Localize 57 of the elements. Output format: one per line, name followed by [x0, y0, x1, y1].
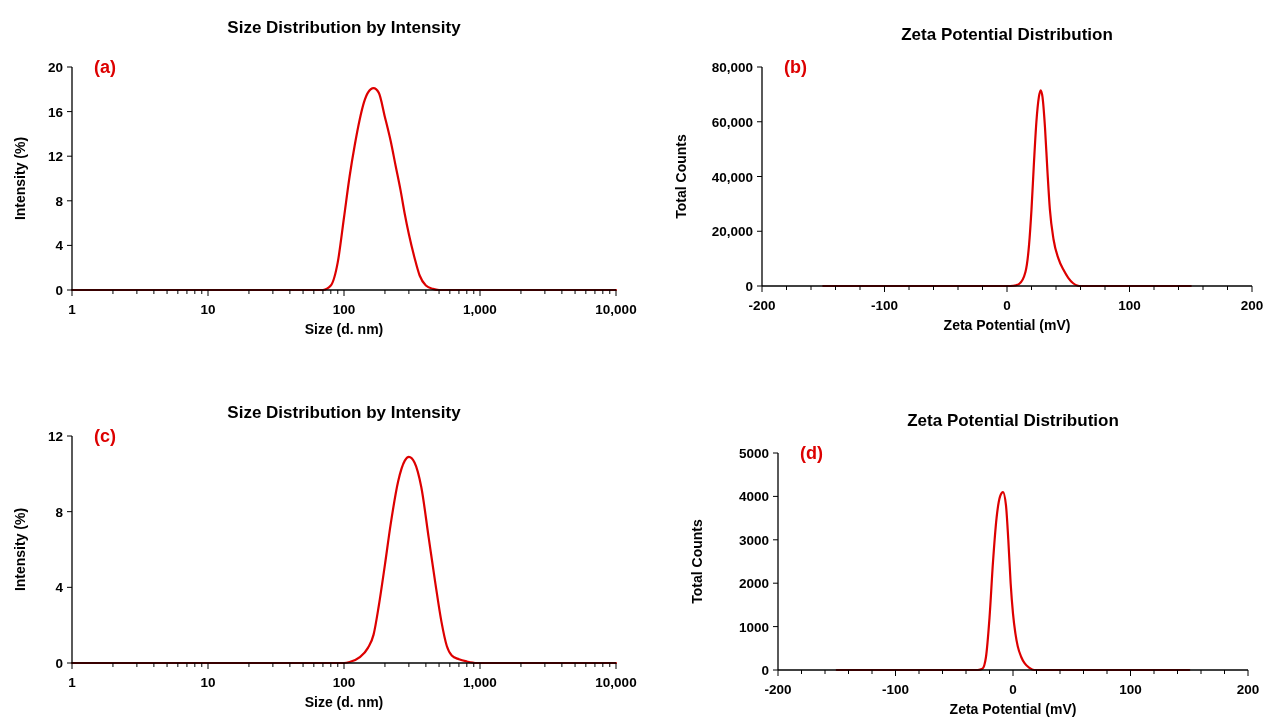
y-tick-label: 20,000 — [711, 224, 753, 240]
x-tick-label: 100 — [332, 302, 356, 317]
y-tick-label: 2000 — [738, 576, 769, 592]
y-axis-title: Total Counts — [673, 134, 689, 219]
y-tick-label: 80,000 — [711, 60, 753, 75]
x-axis-title: Zeta Potential (mV) — [949, 701, 1077, 717]
y-tick-label: 1000 — [738, 619, 769, 635]
x-tick-label: 10 — [200, 675, 216, 690]
chart-title: Zeta Potential Distribution — [901, 25, 1113, 44]
y-tick-label: 0 — [55, 283, 63, 298]
annotation: (a) — [94, 57, 116, 77]
y-axis-title: Intensity (%) — [12, 507, 28, 592]
x-axis-title: Size (d. nm) — [304, 321, 384, 337]
x-tick-label: 1 — [68, 302, 77, 317]
y-tick-label: 20 — [47, 60, 63, 75]
x-tick-label: -100 — [881, 682, 910, 697]
chart-title: Zeta Potential Distribution — [907, 411, 1119, 430]
y-tick-label: 0 — [55, 656, 63, 671]
x-axis-title: Zeta Potential (mV) — [943, 317, 1071, 333]
x-tick-label: 0 — [1009, 682, 1017, 697]
chart-title: Size Distribution by Intensity — [227, 18, 462, 37]
x-axis-title: Size (d. nm) — [304, 694, 384, 710]
x-tick-label: 100 — [332, 675, 356, 690]
x-tick-label: 10,000 — [595, 302, 637, 317]
y-tick-label: 12 — [47, 149, 63, 165]
y-tick-label: 4 — [55, 238, 64, 254]
x-tick-label: 200 — [1240, 298, 1264, 313]
y-axis-title: Intensity (%) — [12, 136, 28, 221]
x-tick-label: 1 — [68, 675, 77, 690]
x-tick-label: 100 — [1119, 682, 1142, 697]
x-tick-label: 0 — [1003, 298, 1011, 313]
x-tick-label: 1,000 — [463, 675, 497, 690]
annotation: (c) — [94, 426, 116, 446]
x-tick-label: 10 — [200, 302, 216, 317]
y-tick-label: 8 — [55, 193, 64, 209]
y-tick-label: 12 — [47, 429, 63, 444]
annotation: (b) — [784, 57, 807, 77]
y-tick-label: 0 — [761, 663, 769, 678]
y-tick-label: 3000 — [738, 532, 769, 548]
y-tick-label: 0 — [745, 279, 753, 294]
y-tick-label: 8 — [55, 504, 64, 520]
y-tick-label: 4000 — [738, 489, 769, 505]
y-tick-label: 4 — [55, 580, 64, 596]
y-tick-label: 5000 — [738, 446, 769, 461]
y-tick-label: 60,000 — [711, 114, 753, 130]
x-tick-label: -200 — [764, 682, 792, 697]
x-tick-label: -100 — [870, 298, 899, 313]
x-tick-label: -200 — [748, 298, 776, 313]
y-tick-label: 16 — [47, 104, 64, 120]
chart-title: Size Distribution by Intensity — [227, 403, 462, 422]
x-tick-label: 200 — [1236, 682, 1260, 697]
x-tick-label: 100 — [1118, 298, 1141, 313]
annotation: (d) — [800, 443, 823, 463]
x-tick-label: 10,000 — [595, 675, 637, 690]
x-tick-label: 1,000 — [463, 302, 497, 317]
y-tick-label: 40,000 — [711, 169, 753, 185]
y-axis-title: Total Counts — [689, 519, 705, 604]
